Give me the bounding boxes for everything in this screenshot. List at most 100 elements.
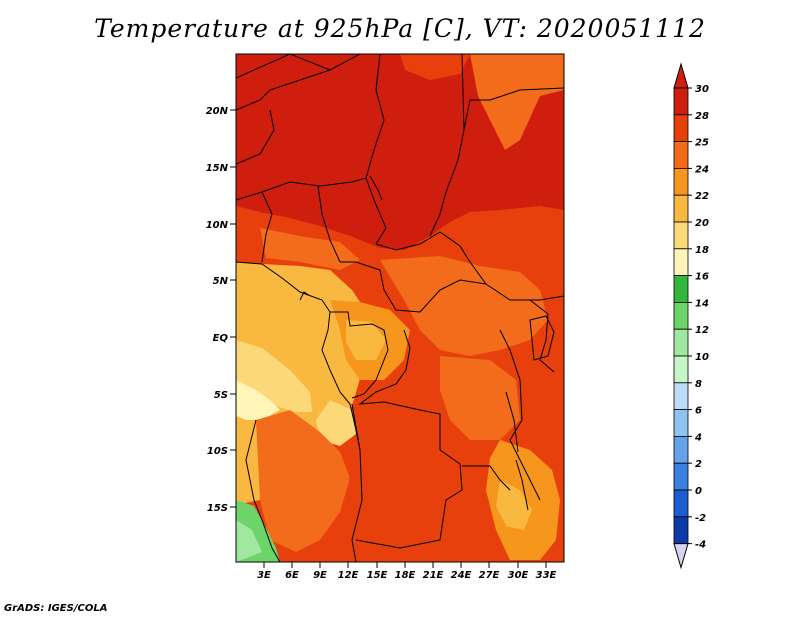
lon-label: 18E	[395, 570, 416, 581]
field-12-southwest	[236, 520, 262, 562]
field-25-central	[380, 256, 548, 356]
temperature-field	[236, 54, 564, 562]
border-12	[340, 261, 487, 313]
colorbar-swatch	[673, 141, 689, 169]
lon-label: 6E	[285, 570, 299, 581]
colorbar-level-label: 2	[695, 459, 702, 470]
colorbar-level-label: -4	[695, 540, 706, 551]
colorbar-swatch	[673, 167, 689, 196]
field-25-westafrica	[260, 228, 360, 270]
colorbar-swatch	[673, 435, 689, 464]
border-14	[351, 349, 389, 399]
border-6	[463, 87, 564, 131]
lake-malawi	[515, 459, 529, 511]
lake-tanganyika	[505, 391, 519, 453]
colorbar-swatch	[673, 221, 689, 250]
field-25-angola	[256, 410, 350, 552]
lon-axis: 3E 6E 9E 12E 15E 18E 21E 24E 27E 30E 33E	[257, 562, 557, 581]
lat-label: 20N	[206, 106, 229, 117]
lake-victoria	[529, 315, 555, 361]
border-21	[520, 295, 564, 301]
colorbar-swatch	[673, 248, 689, 277]
lon-label: 24E	[451, 570, 472, 581]
colorbar-level-label: 0	[695, 486, 702, 497]
colorbar-level-label: 8	[695, 379, 702, 390]
border-15	[358, 329, 441, 450]
border-16	[355, 449, 463, 549]
lat-label: 15S	[207, 503, 228, 514]
colorbar-bottom-arrow	[673, 543, 689, 570]
colorbar-swatch	[673, 462, 689, 491]
border-5	[429, 54, 465, 237]
colorbar-level-label: 4	[694, 432, 702, 443]
border-10	[317, 185, 341, 263]
lon-label: 12E	[338, 570, 359, 581]
colorbar-swatch	[673, 194, 689, 223]
border-1	[236, 54, 291, 79]
field-22-gabon	[346, 320, 386, 360]
border-19	[499, 329, 541, 501]
colorbar-top-arrow	[673, 62, 689, 89]
colorbar-swatch	[673, 114, 689, 143]
map-frame	[235, 53, 565, 563]
country-borders	[236, 54, 564, 562]
lat-label: EQ	[213, 333, 229, 344]
colorbar-swatch	[673, 355, 689, 384]
colorbar-swatch	[673, 328, 689, 357]
lon-label: 30E	[508, 570, 529, 581]
colorbar-swatch	[673, 409, 689, 437]
lon-label: 33E	[536, 570, 557, 581]
field-25-drc-east	[440, 356, 520, 440]
colorbar-level-label: 10	[695, 352, 709, 363]
lake-chad	[369, 175, 383, 201]
field-28-zambia	[346, 470, 450, 560]
colorbar-swatch	[673, 275, 689, 303]
colorbar-swatch	[673, 489, 689, 518]
grads-credit: GrADS: IGES/COLA	[4, 603, 108, 614]
colorbar-level-label: 22	[695, 191, 709, 202]
island-bioko	[299, 291, 311, 301]
colorbar-level-label: 14	[695, 298, 709, 309]
colorbar-level-label: 18	[695, 245, 709, 256]
colorbar-level-label: 20	[695, 218, 709, 229]
lon-label: 27E	[479, 570, 500, 581]
field-28-north-strip	[400, 54, 470, 80]
field-18-coast	[236, 380, 280, 420]
border-13	[330, 311, 389, 351]
colorbar-level-label: 30	[695, 84, 709, 95]
field-20-angola	[316, 400, 356, 446]
colorbar-level-label: 28	[695, 111, 709, 122]
colorbar-level-label: -2	[695, 513, 706, 524]
colorbar-level-label: 16	[695, 272, 709, 283]
lat-label: 15N	[206, 163, 229, 174]
coast-west	[236, 261, 331, 313]
field-22-east	[496, 480, 532, 530]
map-title: Temperature at 925hPa [C], VT: 202005111…	[94, 14, 706, 43]
colorbar-swatch	[673, 87, 689, 116]
coast-angola	[245, 419, 281, 562]
border-9	[261, 191, 273, 263]
lon-label: 3E	[257, 570, 271, 581]
lon-label: 15E	[367, 570, 388, 581]
colorbar-swatch	[673, 301, 689, 330]
border-4	[365, 54, 387, 245]
colorbar-swatch	[673, 516, 689, 544]
border-8	[236, 177, 367, 201]
lon-label: 21E	[423, 570, 444, 581]
colorbar-level-label: 12	[695, 325, 709, 336]
colorbar-level-label: 6	[695, 406, 702, 417]
lat-label: 10N	[206, 220, 229, 231]
lat-axis: 20N 15N 10N 5N EQ 5S 10S 15S	[206, 106, 236, 514]
colorbar-level-label: 24	[695, 164, 709, 175]
lat-label: 10S	[207, 446, 228, 457]
border-18	[462, 465, 511, 491]
colorbar-swatch	[673, 382, 689, 410]
coast-gabon	[321, 311, 361, 451]
border-20	[539, 313, 555, 373]
field-25-northeast	[470, 54, 564, 150]
border-3	[236, 69, 331, 111]
border-7	[236, 109, 275, 165]
lat-label: 5S	[214, 390, 228, 401]
